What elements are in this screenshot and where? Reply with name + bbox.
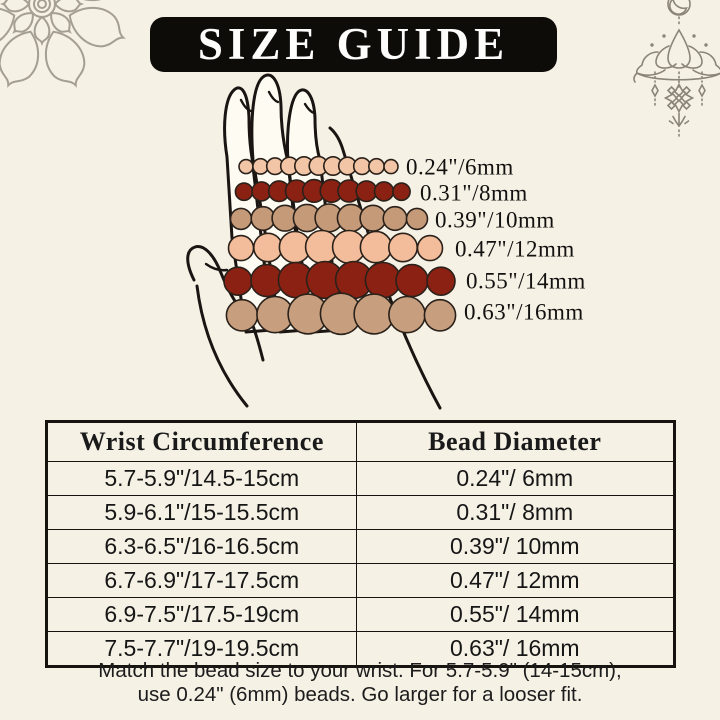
bead-diameter-cell: 0.47"/ 12mm: [355, 563, 676, 598]
wrist-circumference-cell: 5.9-6.1"/15-15.5cm: [46, 495, 357, 530]
bracelet-row-8mm: [234, 178, 411, 203]
bead-size-label-6mm: 0.24"/6mm: [406, 155, 514, 180]
table-row: 5.7-5.9"/14.5-15cm 0.24"/ 6mm: [46, 461, 676, 496]
table-header-row: Wrist Circumference Bead Diameter: [46, 421, 676, 462]
table-row: 5.9-6.1"/15-15.5cm 0.31"/ 8mm: [46, 495, 676, 530]
bead: [388, 295, 426, 334]
bead: [359, 230, 393, 264]
bead: [387, 232, 418, 263]
bead: [229, 207, 253, 231]
fit-note-line1: Match the bead size to your wrist. For 5…: [98, 659, 622, 682]
bead: [227, 234, 255, 262]
bead-diameter-cell: 0.24"/ 6mm: [355, 461, 676, 496]
bead: [373, 181, 395, 202]
bead: [423, 298, 457, 332]
bead-size-label-10mm: 0.39"/10mm: [435, 208, 555, 233]
wrist-circumference-cell: 6.9-7.5"/17.5-19cm: [46, 597, 357, 632]
size-table: Wrist Circumference Bead Diameter 5.7-5.…: [45, 420, 676, 668]
wrist-circumference-cell: 5.7-5.9"/14.5-15cm: [46, 461, 357, 496]
bead: [353, 293, 395, 335]
bracelet-row-14mm: [223, 260, 456, 300]
bead-diameter-cell: 0.63"/ 16mm: [355, 631, 676, 667]
bracelet-row-12mm: [227, 229, 444, 265]
bead-diameter-cell: 0.31"/ 8mm: [355, 495, 676, 530]
bead: [234, 182, 254, 202]
bead: [426, 266, 456, 297]
fit-note: Match the bead size to your wrist. For 5…: [0, 659, 720, 706]
bracelet-row-6mm: [238, 155, 399, 177]
wrist-circumference-cell: 6.7-6.9"/17-17.5cm: [46, 563, 357, 598]
bead-size-label-12mm: 0.47"/12mm: [455, 237, 575, 262]
bead: [382, 205, 408, 232]
bead: [238, 158, 254, 175]
wrist-circumference-cell: 6.3-6.5"/16-16.5cm: [46, 529, 357, 564]
bead: [225, 298, 259, 332]
table-row: 6.3-6.5"/16-16.5cm 0.39"/ 10mm: [46, 529, 676, 564]
bead: [395, 263, 429, 298]
bead: [252, 157, 270, 175]
bracelet-row-10mm: [229, 203, 429, 233]
bead-diameter-cell: 0.39"/ 10mm: [355, 529, 676, 564]
bead-diameter-cell: 0.55"/ 14mm: [355, 597, 676, 632]
fit-note-line2: use 0.24" (6mm) beads. Go larger for a l…: [137, 682, 583, 706]
bead-size-label-16mm: 0.63"/16mm: [464, 300, 584, 325]
bead: [250, 205, 276, 232]
bead: [352, 157, 372, 176]
bead: [359, 204, 387, 232]
column-header-bead-diameter: Bead Diameter: [355, 421, 676, 462]
table-row: 6.9-7.5"/17.5-19cm 0.55"/ 14mm: [46, 597, 676, 632]
bracelet-row-16mm: [225, 292, 457, 336]
table-row: 6.7-6.9"/17-17.5cm 0.47"/ 12mm: [46, 563, 676, 598]
wrist-circumference-cell: 7.5-7.7"/19-19.5cm: [46, 631, 357, 667]
bead: [367, 157, 385, 175]
bead: [405, 207, 429, 231]
table-row: 7.5-7.7"/19-19.5cm 0.63"/ 16mm: [46, 631, 676, 667]
bead: [253, 232, 284, 263]
page-title: SIZE GUIDE: [197, 19, 510, 69]
bead-size-label-14mm: 0.55"/14mm: [466, 269, 586, 294]
title-bar: SIZE GUIDE: [150, 17, 557, 72]
bead: [383, 158, 399, 175]
bead: [392, 182, 411, 202]
bead: [223, 266, 253, 297]
bead-size-label-8mm: 0.31"/8mm: [420, 181, 528, 206]
column-header-wrist-circumference: Wrist Circumference: [46, 421, 357, 462]
bead: [416, 234, 444, 262]
bracelet-stack: [223, 155, 457, 336]
